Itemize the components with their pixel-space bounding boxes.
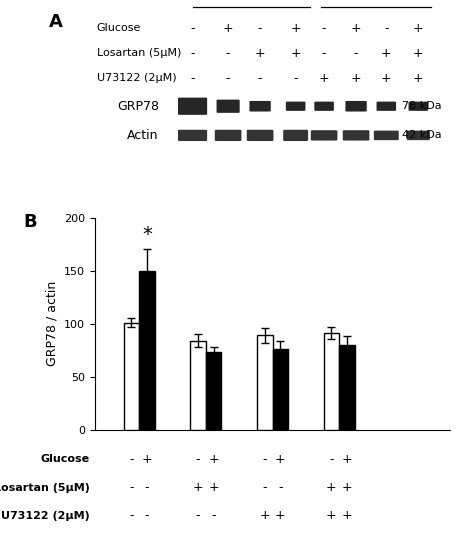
Text: +: + bbox=[319, 72, 329, 85]
Text: +: + bbox=[326, 509, 337, 522]
Text: A: A bbox=[49, 13, 63, 32]
Y-axis label: GRP78 / actin: GRP78 / actin bbox=[46, 281, 58, 366]
Text: GRP78: GRP78 bbox=[117, 100, 159, 113]
Text: -: - bbox=[196, 509, 201, 522]
Text: -: - bbox=[293, 72, 298, 85]
Text: Glucose: Glucose bbox=[41, 454, 90, 464]
Text: +: + bbox=[255, 47, 265, 60]
Text: +: + bbox=[291, 47, 301, 60]
FancyBboxPatch shape bbox=[217, 99, 240, 113]
FancyBboxPatch shape bbox=[314, 101, 334, 111]
Text: -: - bbox=[329, 453, 334, 466]
FancyBboxPatch shape bbox=[374, 130, 399, 140]
Text: -: - bbox=[322, 47, 326, 60]
FancyBboxPatch shape bbox=[283, 130, 308, 141]
Text: -: - bbox=[226, 72, 230, 85]
Bar bbox=[339, 345, 355, 430]
Text: -: - bbox=[191, 21, 195, 34]
Text: -: - bbox=[211, 509, 216, 522]
Text: +: + bbox=[351, 72, 361, 85]
Text: -: - bbox=[263, 453, 267, 466]
Text: -: - bbox=[354, 47, 358, 60]
Text: +: + bbox=[381, 47, 392, 60]
FancyBboxPatch shape bbox=[178, 130, 207, 141]
Text: +: + bbox=[291, 21, 301, 34]
Text: +: + bbox=[413, 21, 424, 34]
Bar bbox=[191, 340, 206, 430]
Text: +: + bbox=[142, 453, 152, 466]
FancyBboxPatch shape bbox=[247, 130, 273, 141]
Bar bbox=[139, 271, 155, 430]
Text: U73122 (2μM): U73122 (2μM) bbox=[1, 511, 90, 520]
FancyBboxPatch shape bbox=[286, 101, 305, 111]
FancyBboxPatch shape bbox=[407, 130, 430, 140]
Text: +: + bbox=[275, 453, 286, 466]
Text: -: - bbox=[263, 481, 267, 494]
Text: -: - bbox=[145, 481, 149, 494]
Bar bbox=[273, 349, 288, 430]
FancyBboxPatch shape bbox=[249, 101, 271, 112]
Text: Losartan (5μM): Losartan (5μM) bbox=[0, 483, 90, 492]
Text: 5.5 mM: 5.5 mM bbox=[352, 0, 399, 2]
Text: +: + bbox=[209, 453, 219, 466]
Bar bbox=[206, 352, 221, 430]
Text: -: - bbox=[278, 481, 283, 494]
Text: 16.7 mM: 16.7 mM bbox=[222, 0, 277, 2]
Bar bbox=[257, 335, 273, 430]
Text: Glucose: Glucose bbox=[97, 23, 141, 33]
FancyBboxPatch shape bbox=[215, 130, 241, 141]
Text: -: - bbox=[129, 453, 134, 466]
Text: +: + bbox=[275, 509, 286, 522]
Text: +: + bbox=[381, 72, 392, 85]
Text: -: - bbox=[258, 72, 262, 85]
Text: 42 kDa: 42 kDa bbox=[402, 130, 441, 140]
Text: -: - bbox=[384, 21, 389, 34]
Text: +: + bbox=[259, 509, 270, 522]
Text: -: - bbox=[191, 47, 195, 60]
FancyBboxPatch shape bbox=[178, 98, 207, 115]
Text: +: + bbox=[342, 453, 352, 466]
Text: +: + bbox=[342, 509, 352, 522]
FancyBboxPatch shape bbox=[343, 130, 369, 141]
Text: *: * bbox=[142, 225, 152, 244]
Text: +: + bbox=[342, 481, 352, 494]
Text: +: + bbox=[209, 481, 219, 494]
FancyBboxPatch shape bbox=[409, 101, 428, 111]
Text: +: + bbox=[223, 21, 233, 34]
Text: -: - bbox=[129, 509, 134, 522]
Text: -: - bbox=[322, 21, 326, 34]
Text: 78 kDa: 78 kDa bbox=[402, 101, 441, 111]
Text: -: - bbox=[226, 47, 230, 60]
Text: -: - bbox=[258, 21, 262, 34]
Bar bbox=[324, 333, 339, 430]
Text: Losartan (5μM): Losartan (5μM) bbox=[97, 48, 181, 58]
Bar bbox=[124, 323, 139, 430]
FancyBboxPatch shape bbox=[376, 101, 396, 111]
Text: +: + bbox=[351, 21, 361, 34]
Text: +: + bbox=[413, 47, 424, 60]
Text: -: - bbox=[191, 72, 195, 85]
Text: U73122 (2μM): U73122 (2μM) bbox=[97, 74, 176, 83]
Text: -: - bbox=[129, 481, 134, 494]
Text: -: - bbox=[196, 453, 201, 466]
Text: B: B bbox=[24, 213, 37, 231]
Text: -: - bbox=[145, 509, 149, 522]
Text: +: + bbox=[193, 481, 203, 494]
Text: +: + bbox=[326, 481, 337, 494]
FancyBboxPatch shape bbox=[311, 130, 337, 141]
Text: +: + bbox=[413, 72, 424, 85]
FancyBboxPatch shape bbox=[346, 101, 367, 112]
Text: Actin: Actin bbox=[128, 129, 159, 142]
